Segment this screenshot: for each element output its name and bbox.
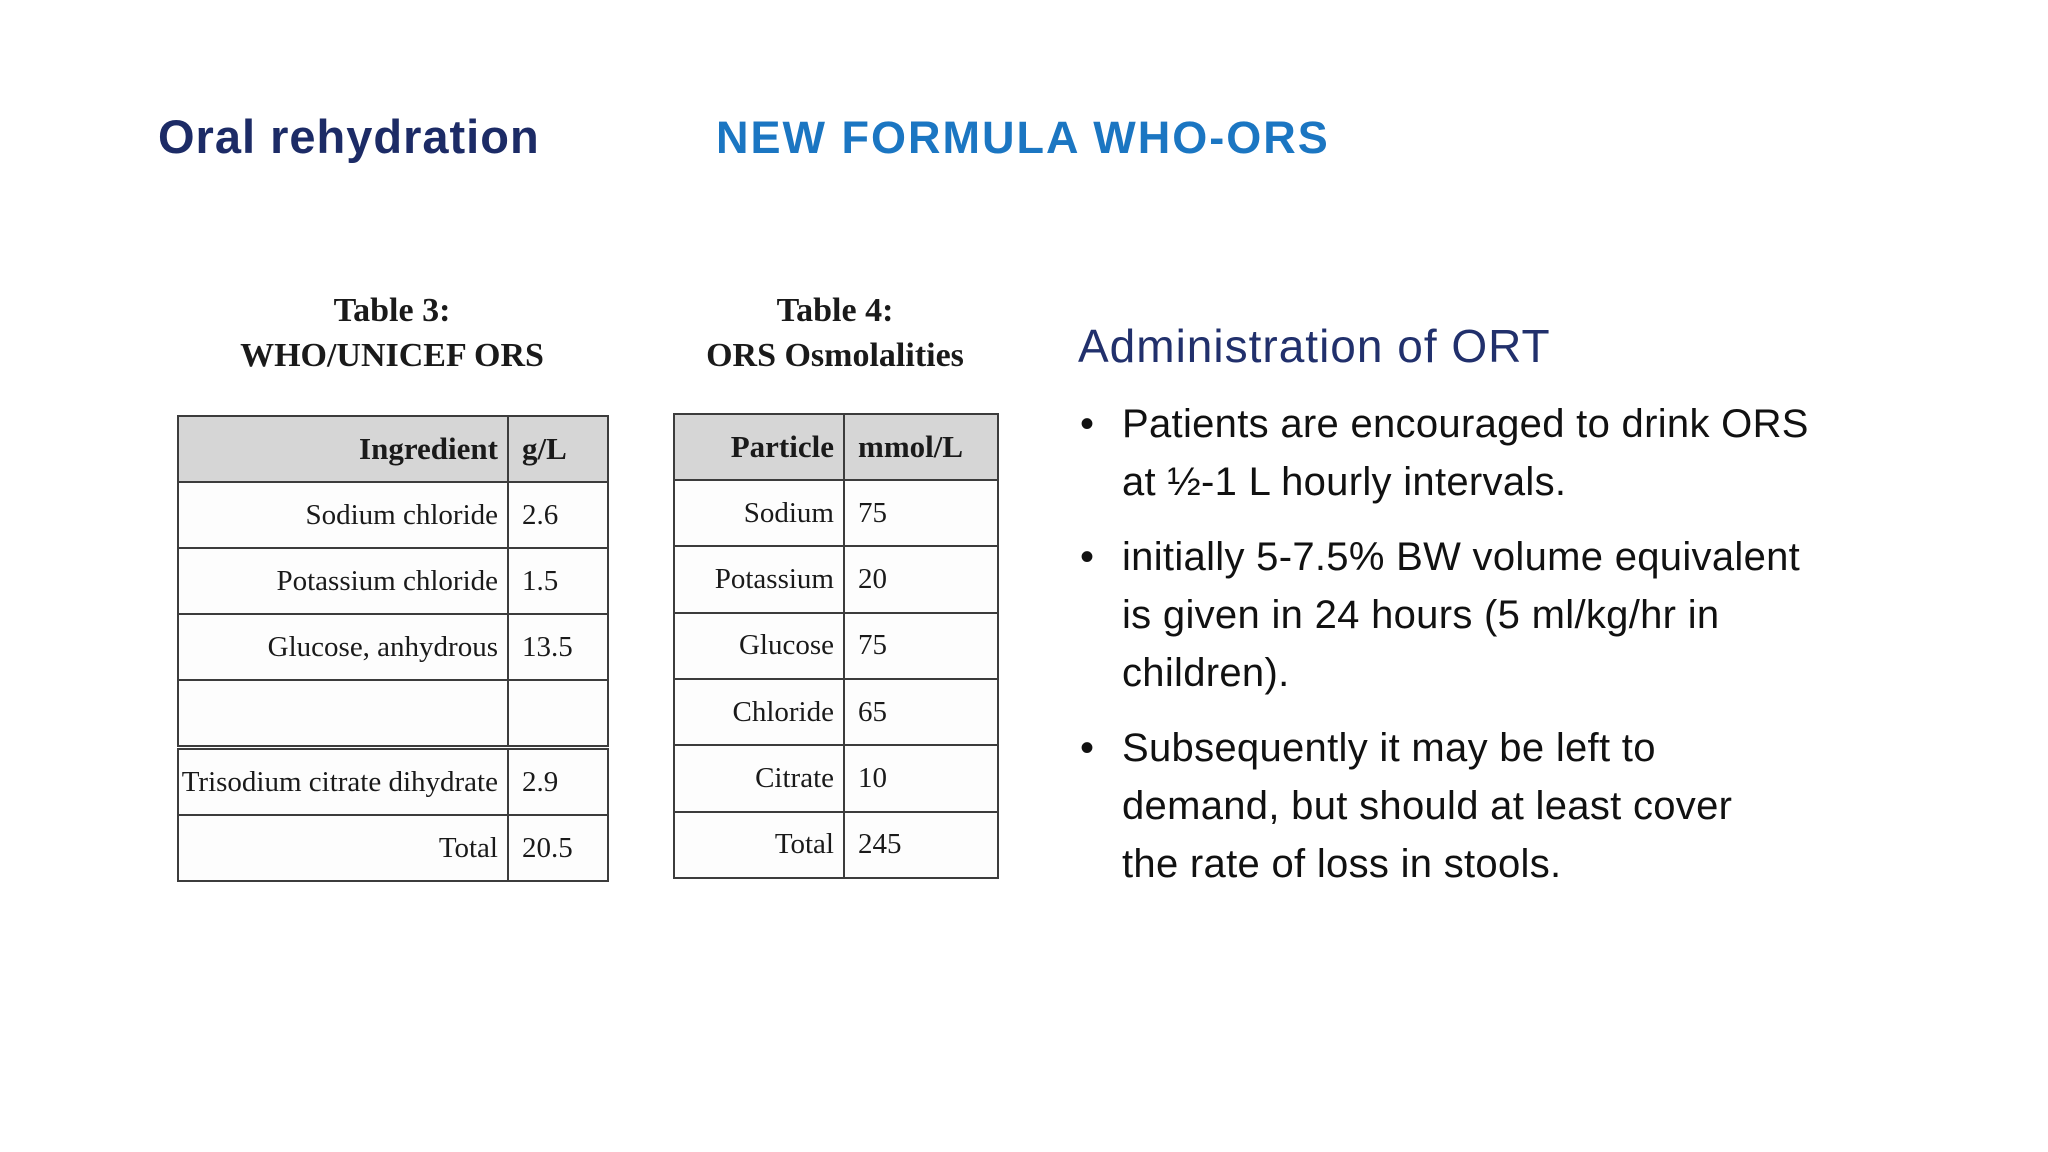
cell-value [507, 679, 609, 750]
bullet-icon: • [1080, 726, 1095, 770]
cell-ingredient: Trisodium citrate dihydrate [177, 746, 509, 816]
cell-value: 75 [843, 478, 999, 548]
cell-particle: Chloride [673, 677, 845, 747]
cell-ingredient [177, 679, 509, 750]
list-item: • Subsequently it may be left to demand,… [1080, 719, 1980, 893]
table-header-row: Ingredient g/L [177, 415, 609, 483]
table-row: Citrate 10 [673, 744, 999, 813]
table-row: Potassium chloride 1.5 [177, 547, 609, 615]
cell-value: 75 [843, 611, 999, 680]
table-ors-osmolalities: Particle mmol/L Sodium 75 Potassium 20 G… [673, 413, 999, 880]
table4-caption: Table 4: ORS Osmolalities [657, 288, 1013, 378]
table-row-empty [177, 679, 609, 750]
cell-value: 65 [843, 677, 999, 747]
section-heading-administration-of-ort: Administration of ORT [1078, 320, 1551, 372]
cell-particle: Potassium [673, 545, 845, 614]
bullet-list: • Patients are encouraged to drink ORS a… [1080, 395, 1980, 910]
column-header-particle: Particle [673, 413, 845, 481]
bullet-text-line: initially 5-7.5% BW volume equivalent [1122, 535, 1801, 579]
column-header-mmoll: mmol/L [843, 413, 999, 481]
cell-value: 20 [843, 545, 999, 614]
bullet-text-line: children). [1122, 651, 1290, 695]
bullet-text-line: Subsequently it may be left to [1122, 726, 1656, 770]
table-row: Glucose, anhydrous 13.5 [177, 613, 609, 681]
cell-value: 13.5 [507, 613, 609, 681]
bullet-text-line: Patients are encouraged to drink ORS [1122, 402, 1809, 446]
cell-value: 10 [843, 744, 999, 813]
bullet-icon: • [1080, 535, 1095, 579]
bullet-text-line: the rate of loss in stools. [1122, 842, 1562, 886]
table-row: Potassium 20 [673, 545, 999, 614]
cell-ingredient: Potassium chloride [177, 547, 509, 615]
table-who-unicef-ors: Ingredient g/L Sodium chloride 2.6 Potas… [177, 415, 609, 882]
column-header-gl: g/L [507, 415, 609, 483]
cell-particle: Glucose [673, 611, 845, 680]
table4-caption-line2: ORS Osmolalities [706, 337, 964, 374]
cell-total-label: Total [177, 814, 509, 882]
table-row-total: Total 20.5 [177, 814, 609, 882]
table3-caption-line2: WHO/UNICEF ORS [240, 337, 544, 374]
bullet-text: Patients are encouraged to drink ORS at … [1122, 395, 1980, 511]
table-row: Chloride 65 [673, 677, 999, 747]
table4-caption-line1: Table 4: [776, 292, 894, 329]
table-row: Sodium 75 [673, 478, 999, 548]
bullet-text: Subsequently it may be left to demand, b… [1122, 719, 1980, 893]
column-header-ingredient: Ingredient [177, 415, 509, 483]
cell-ingredient: Sodium chloride [177, 481, 509, 549]
cell-total-value: 20.5 [507, 814, 609, 882]
bullet-text-line: is given in 24 hours (5 ml/kg/hr in [1122, 593, 1720, 637]
page-subtitle: NEW FORMULA WHO-ORS [716, 112, 1330, 163]
cell-value: 1.5 [507, 547, 609, 615]
table-row: Trisodium citrate dihydrate 2.9 [177, 746, 609, 816]
bullet-text: initially 5-7.5% BW volume equivalent is… [1122, 528, 1980, 702]
list-item: • Patients are encouraged to drink ORS a… [1080, 395, 1980, 511]
bullet-text-line: at ½-1 L hourly intervals. [1122, 460, 1567, 504]
cell-particle: Sodium [673, 478, 845, 548]
table-row: Glucose 75 [673, 611, 999, 680]
cell-ingredient: Glucose, anhydrous [177, 613, 509, 681]
table-row-total: Total 245 [673, 810, 999, 880]
bullet-text-line: demand, but should at least cover [1122, 784, 1733, 828]
cell-value: 2.6 [507, 481, 609, 549]
cell-total-value: 245 [843, 810, 999, 880]
cell-total-label: Total [673, 810, 845, 880]
cell-value: 2.9 [507, 746, 609, 816]
table3-caption: Table 3: WHO/UNICEF ORS [177, 288, 607, 378]
bullet-icon: • [1080, 402, 1095, 446]
table-row: Sodium chloride 2.6 [177, 481, 609, 549]
cell-particle: Citrate [673, 744, 845, 813]
list-item: • initially 5-7.5% BW volume equivalent … [1080, 528, 1980, 702]
table3-caption-line1: Table 3: [333, 292, 451, 329]
table-header-row: Particle mmol/L [673, 413, 999, 481]
page-title: Oral rehydration [158, 110, 540, 163]
